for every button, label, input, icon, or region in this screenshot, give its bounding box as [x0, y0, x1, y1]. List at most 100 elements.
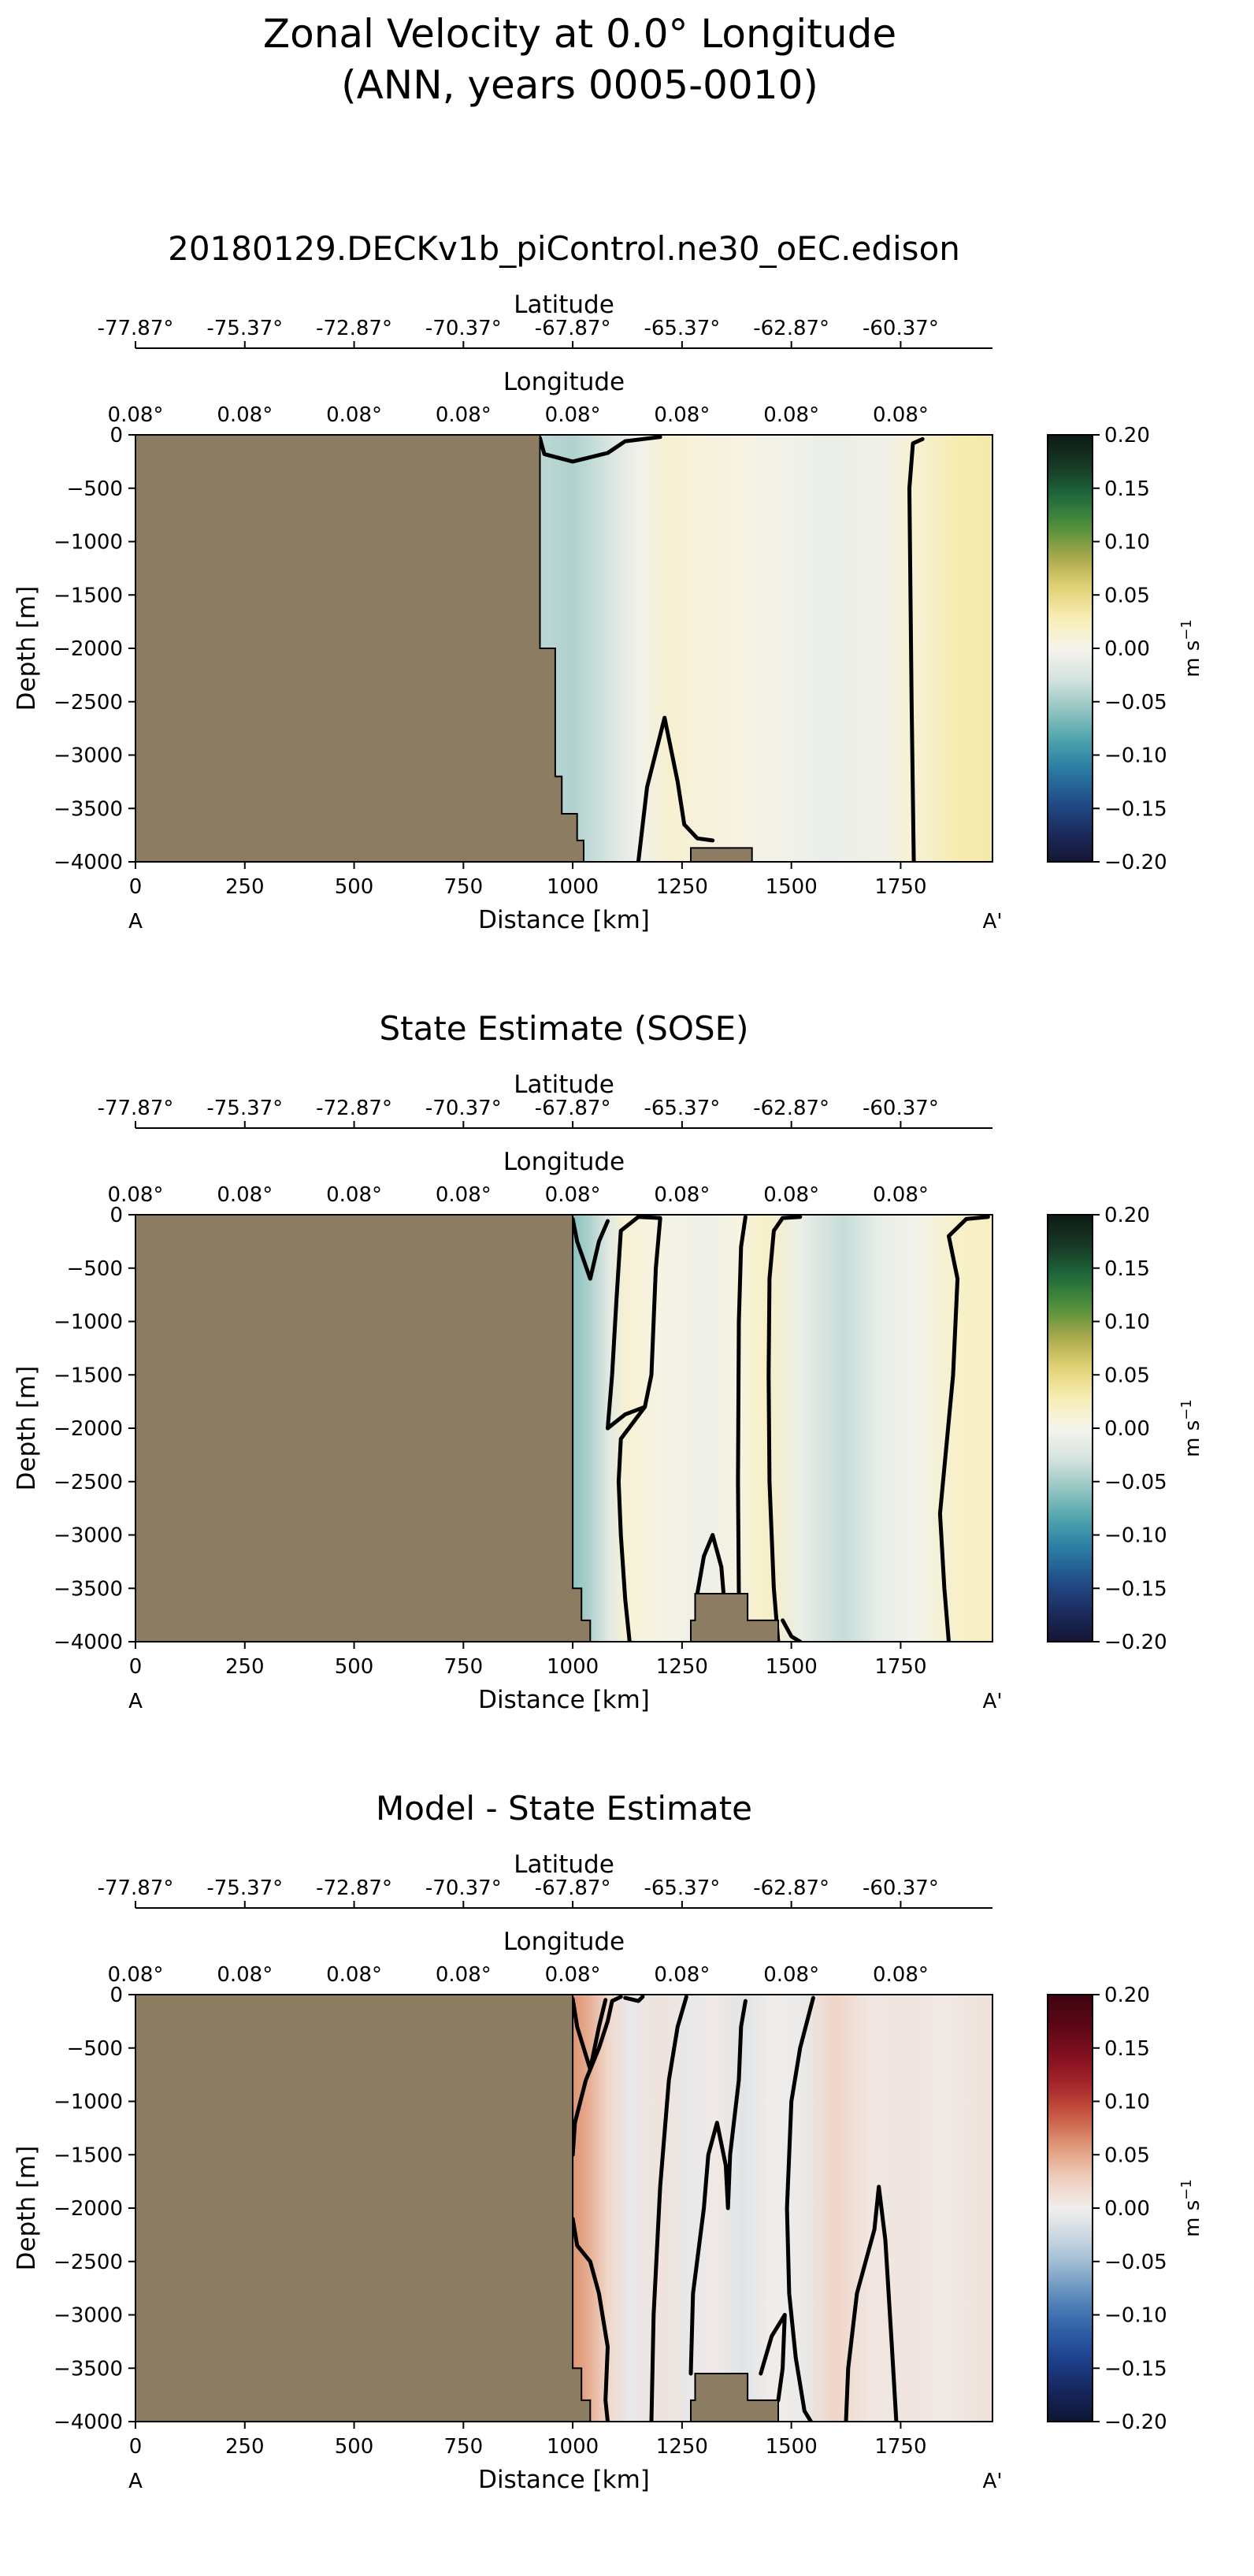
section-end-label: A': [983, 1690, 1003, 1713]
y-tick-label: −3000: [54, 744, 123, 768]
latitude-tick-label: -70.37°: [425, 317, 502, 340]
y-tick-label: −1000: [54, 1311, 123, 1334]
latitude-tick-label: -72.87°: [316, 1876, 392, 1900]
colorbar-tick-label: 0.20: [1104, 424, 1150, 447]
longitude-tick-label: 0.08°: [873, 1963, 929, 1987]
contour-line: [606, 1215, 662, 1431]
contour-line: [736, 1215, 748, 1596]
longitude-tick-label: 0.08°: [763, 1963, 819, 1987]
colorbar-tick-label: −0.05: [1104, 2251, 1167, 2274]
colorbar-label: m s−1: [1178, 2179, 1204, 2237]
latitude-tick-label: -77.87°: [98, 317, 174, 340]
longitude-axis-label: Longitude: [503, 1928, 625, 1956]
x-axis-label: Distance [km]: [478, 1686, 650, 1714]
x-tick-label: 1250: [656, 875, 708, 899]
contour-line: [759, 2313, 787, 2403]
x-axis-label: Distance [km]: [478, 2466, 650, 2494]
colorbar-label-exponent: −1: [1178, 2179, 1195, 2200]
latitude-axis-label: Latitude: [514, 1850, 614, 1879]
latitude-tick-label: -62.87°: [753, 317, 829, 340]
y-tick-label: 0: [109, 424, 123, 447]
colorbar-tick-label: −0.20: [1104, 1631, 1167, 1654]
colorbar-tick-label: 0.00: [1104, 2197, 1150, 2221]
x-tick-label: 1750: [874, 2435, 926, 2459]
y-axis-label: Depth [m]: [13, 586, 41, 711]
contour-line: [616, 1405, 647, 1642]
longitude-tick-label: 0.08°: [217, 403, 273, 427]
latitude-tick-label: -77.87°: [98, 1876, 174, 1900]
latitude-tick-label: -70.37°: [425, 1097, 502, 1120]
contour-line: [695, 1533, 726, 1596]
latitude-tick-label: -75.37°: [206, 317, 283, 340]
x-tick-label: 1500: [766, 1655, 818, 1679]
y-tick-label: −2000: [54, 2197, 123, 2221]
longitude-axis-label: Longitude: [503, 1148, 625, 1176]
longitude-tick-label: 0.08°: [108, 403, 164, 427]
contour-line: [538, 435, 662, 464]
latitude-tick-label: -65.37°: [644, 1876, 720, 1900]
section-start-label: A: [128, 910, 143, 934]
colorbar-tick-label: −0.10: [1104, 744, 1167, 768]
y-tick-label: 0: [109, 1984, 123, 2007]
x-tick-label: 1500: [766, 2435, 818, 2459]
latitude-tick-label: -72.87°: [316, 1097, 392, 1120]
colorbar-tick-label: 0.15: [1104, 477, 1150, 501]
latitude-tick-label: -75.37°: [206, 1876, 283, 1900]
contour-line: [937, 1215, 990, 1642]
plot-area: [135, 435, 992, 862]
land-mask: [135, 435, 584, 862]
latitude-tick-label: -70.37°: [425, 1876, 502, 1900]
x-axis-label: Distance [km]: [478, 906, 650, 934]
section-start-label: A: [128, 1690, 143, 1713]
colorbar-tick-label: 0.15: [1104, 1257, 1150, 1281]
y-tick-label: −1000: [54, 2091, 123, 2114]
colorbar-tick-label: 0.15: [1104, 2037, 1150, 2061]
longitude-tick-label: 0.08°: [436, 403, 492, 427]
colorbar-label-exponent: −1: [1178, 619, 1195, 640]
longitude-tick-label: 0.08°: [326, 1183, 382, 1207]
x-tick-label: 250: [225, 1655, 265, 1679]
colorbar-tick-label: −0.05: [1104, 691, 1167, 715]
x-tick-label: 1250: [656, 1655, 708, 1679]
y-tick-label: −4000: [54, 1631, 123, 1654]
x-tick-label: 500: [335, 1655, 374, 1679]
x-tick-label: 250: [225, 875, 265, 899]
latitude-tick-label: -60.37°: [863, 1876, 939, 1900]
contour-line: [570, 2217, 610, 2422]
colorbar-tick-label: −0.10: [1104, 2304, 1167, 2328]
colorbar: [1047, 1994, 1093, 2422]
panel-title: 20180129.DECKv1b_piControl.ne30_oEC.edis…: [168, 229, 960, 268]
y-tick-label: −4000: [54, 2411, 123, 2434]
y-tick-label: −1500: [54, 1364, 123, 1387]
colorbar-label-exponent: −1: [1178, 1399, 1195, 1420]
land-mask: [135, 1215, 592, 1642]
y-tick-label: −2500: [54, 2251, 123, 2274]
latitude-tick-label: -60.37°: [863, 1097, 939, 1120]
x-tick-label: 1500: [766, 875, 818, 899]
longitude-tick-label: 0.08°: [873, 1183, 929, 1207]
colorbar-tick-label: 0.20: [1104, 1204, 1150, 1227]
latitude-tick-label: -75.37°: [206, 1097, 283, 1120]
colorbar: [1047, 1214, 1093, 1642]
x-tick-label: 750: [444, 2435, 484, 2459]
longitude-tick-label: 0.08°: [436, 1183, 492, 1207]
x-tick-label: 1750: [874, 875, 926, 899]
x-tick-label: 0: [129, 2435, 143, 2459]
longitude-tick-label: 0.08°: [763, 1183, 819, 1207]
x-tick-label: 0: [129, 875, 143, 899]
section-end-label: A': [983, 2470, 1003, 2493]
panel-2: State Estimate (SOSE) Latitude -77.87° -75.…: [13, 1009, 1204, 1714]
longitude-tick-label: 0.08°: [873, 403, 929, 427]
colorbar-tick-label: −0.15: [1104, 2357, 1167, 2381]
x-tick-label: 1000: [547, 1655, 599, 1679]
y-tick-label: −2000: [54, 637, 123, 661]
latitude-tick-label: -65.37°: [644, 1097, 720, 1120]
contour-line: [649, 1995, 688, 2422]
colorbar-label: m s−1: [1178, 619, 1204, 677]
latitude-tick-label: -67.87°: [535, 1097, 611, 1120]
contour-line: [570, 1216, 610, 1281]
panel-3: Model - State Estimate Latitude -77.87° -75…: [13, 1789, 1204, 2494]
x-tick-label: 250: [225, 2435, 265, 2459]
longitude-tick-label: 0.08°: [763, 403, 819, 427]
longitude-tick-label: 0.08°: [545, 403, 601, 427]
